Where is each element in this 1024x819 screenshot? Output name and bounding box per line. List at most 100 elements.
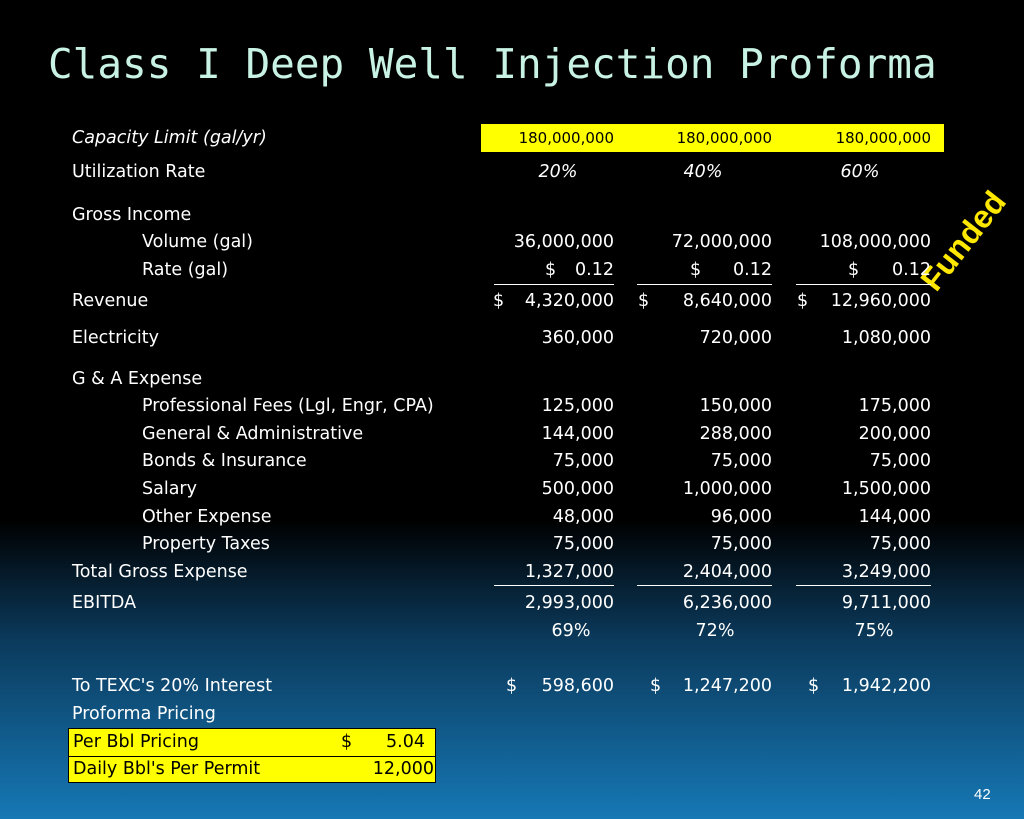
expense-value-2: 1,000,000 [682,479,772,499]
expense-value-2: 96,000 [710,507,772,527]
expense-row: Salary 500,000 1,000,000 1,500,000 [0,476,1024,502]
texc-interest-row: To TEXC's 20% Interest $ 598,600 $ 1,247… [0,673,1024,699]
expense-row: General & Administrative 144,000 288,000… [0,421,1024,447]
electricity-row: Electricity 360,000 720,000 1,080,000 [0,325,1024,351]
expense-value-1: 500,000 [541,479,614,499]
capacity-row: Capacity Limit (gal/yr) 180,000,000 180,… [0,125,1024,151]
per-bbl-label: Per Bbl Pricing [73,732,199,752]
total-expense-value-1: 1,327,000 [524,562,614,582]
ebitda-value-2: 6,236,000 [682,593,772,613]
proforma-pricing-row: Proforma Pricing [0,701,1024,727]
pricing-box: Per Bbl Pricing $ 5.04 Daily Bbl's Per P… [68,728,436,783]
ebitda-value-3: 9,711,000 [841,593,931,613]
electricity-value-3: 1,080,000 [841,328,931,348]
expense-value-2: 150,000 [699,396,772,416]
revenue-row: Revenue $ 4,320,000 $ 8,640,000 $ 12,960… [0,288,1024,314]
utilization-label: Utilization Rate [72,162,206,182]
expense-value-2: 75,000 [710,451,772,471]
expense-label: Bonds & Insurance [142,451,307,471]
expense-value-1: 75,000 [552,451,614,471]
expense-value-3: 175,000 [858,396,931,416]
proforma-pricing-label: Proforma Pricing [72,704,216,724]
utilization-value-1: 20% [538,162,578,182]
capacity-highlight [481,124,944,152]
revenue-label: Revenue [72,291,149,311]
rate-underline-2 [637,284,772,285]
revenue-value-1: 4,320,000 [524,291,614,311]
rate-underline-1 [494,284,614,285]
ebitda-value-1: 2,993,000 [524,593,614,613]
expense-row: Other Expense 48,000 96,000 144,000 [0,504,1024,530]
expense-row: Professional Fees (Lgl, Engr, CPA) 125,0… [0,393,1024,419]
revenue-value-2: 8,640,000 [682,291,772,311]
expense-value-3: 75,000 [869,534,931,554]
per-bbl-row: Per Bbl Pricing $ 5.04 [69,729,437,756]
rate-underline-3 [796,284,931,285]
rate-symbol-3: $ [848,260,860,280]
volume-value-3: 108,000,000 [819,232,931,252]
ga-expense-label: G & A Expense [72,369,203,389]
expense-value-2: 288,000 [699,424,772,444]
daily-bbls-label: Daily Bbl's Per Permit [73,759,261,779]
expense-value-3: 1,500,000 [841,479,931,499]
texc-value-2: 1,247,200 [682,676,772,696]
capacity-value-3: 180,000,000 [835,129,931,147]
rate-row: Rate (gal) $ 0.12 $ 0.12 $ 0.12 [0,257,1024,283]
total-underline-1 [494,585,614,586]
rate-value-1: 0.12 [575,260,614,280]
ebitda-row: EBITDA 2,993,000 6,236,000 9,711,000 [0,590,1024,616]
ebitda-margin-2: 72% [695,621,735,641]
revenue-value-3: 12,960,000 [830,291,931,311]
total-underline-3 [796,585,931,586]
pricing-box-divider [69,756,435,757]
ebitda-margin-1: 69% [551,621,591,641]
electricity-value-2: 720,000 [699,328,772,348]
utilization-value-2: 40% [683,162,723,182]
capacity-value-1: 180,000,000 [518,129,614,147]
utilization-value-3: 60% [840,162,880,182]
gross-income-row: Gross Income [0,202,1024,228]
expense-value-2: 75,000 [710,534,772,554]
texc-symbol-2: $ [650,676,662,696]
rate-value-3: 0.12 [892,260,931,280]
rate-symbol-1: $ [545,260,557,280]
capacity-label: Capacity Limit (gal/yr) [72,128,267,148]
revenue-symbol-1: $ [493,291,505,311]
expense-value-3: 144,000 [858,507,931,527]
rate-label: Rate (gal) [142,260,229,280]
electricity-value-1: 360,000 [541,328,614,348]
per-bbl-symbol: $ [341,732,353,752]
daily-bbls-row: Daily Bbl's Per Permit 12,000 [69,756,437,783]
ebitda-label: EBITDA [72,593,137,613]
revenue-symbol-3: $ [797,291,809,311]
total-expense-value-3: 3,249,000 [841,562,931,582]
page-number: 42 [974,786,991,803]
per-bbl-value: 5.04 [386,732,425,752]
page-title: Class I Deep Well Injection Proforma [48,40,937,88]
expense-value-1: 125,000 [541,396,614,416]
expense-label: Property Taxes [142,534,270,554]
expense-label: Salary [142,479,197,499]
ebitda-margin-row: 69% 72% 75% [0,618,1024,644]
expense-label: Professional Fees (Lgl, Engr, CPA) [142,396,434,416]
total-expense-label: Total Gross Expense [72,562,248,582]
texc-interest-label: To TEXC's 20% Interest [72,676,273,696]
total-expense-row: Total Gross Expense 1,327,000 2,404,000 … [0,559,1024,585]
texc-symbol-3: $ [808,676,820,696]
daily-bbls-value: 12,000 [372,759,434,779]
expense-value-3: 200,000 [858,424,931,444]
volume-label: Volume (gal) [142,232,253,252]
expense-value-3: 75,000 [869,451,931,471]
volume-value-2: 72,000,000 [671,232,772,252]
ga-expense-row: G & A Expense [0,366,1024,392]
texc-value-1: 598,600 [541,676,614,696]
expense-value-1: 48,000 [552,507,614,527]
rate-symbol-2: $ [690,260,702,280]
ebitda-margin-3: 75% [854,621,894,641]
revenue-symbol-2: $ [638,291,650,311]
capacity-value-2: 180,000,000 [676,129,772,147]
electricity-label: Electricity [72,328,159,348]
utilization-row: Utilization Rate 20% 40% 60% [0,159,1024,185]
expense-value-1: 144,000 [541,424,614,444]
expense-label: Other Expense [142,507,272,527]
